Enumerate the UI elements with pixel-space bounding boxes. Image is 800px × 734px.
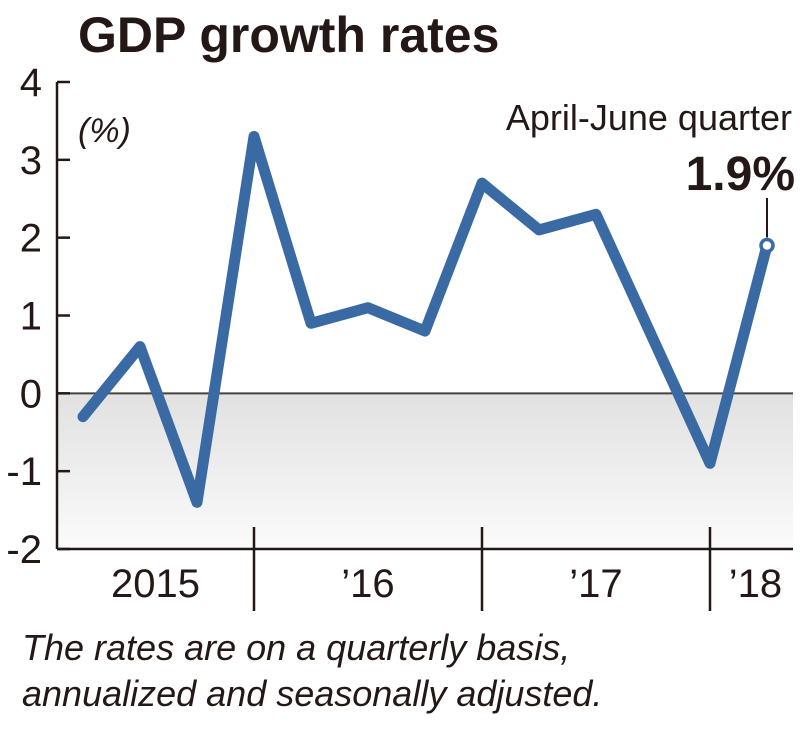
data-point (595, 213, 597, 216)
x-year-label: ’18 (729, 562, 782, 606)
data-point (310, 322, 312, 325)
data-point (253, 135, 255, 138)
data-point (196, 501, 198, 504)
data-point (709, 462, 711, 465)
y-tick-label: 2 (20, 217, 42, 261)
annotation-label: April-June quarter (506, 97, 792, 138)
x-year-label: ’17 (569, 562, 622, 606)
data-point (652, 337, 654, 340)
data-point (481, 182, 483, 185)
footnote-line-2: annualized and seasonally adjusted. (22, 673, 602, 714)
negative-region (57, 393, 793, 549)
x-axis-year-groups: 2015 ’16 ’17 ’18 (111, 527, 782, 611)
data-point (424, 330, 426, 333)
data-point (82, 415, 84, 418)
annotation-value: 1.9% (686, 148, 795, 201)
annotation: April-June quarter 1.9% (506, 97, 795, 254)
x-year-label: ’16 (341, 562, 394, 606)
y-tick-label: 1 (20, 295, 42, 339)
footnote-line-1: The rates are on a quarterly basis, (22, 627, 570, 668)
y-tick-label: -2 (6, 528, 42, 572)
y-axis-unit-label: (%) (78, 112, 131, 150)
y-tick-label: -1 (6, 450, 42, 494)
series-layer (77, 130, 773, 508)
data-point (538, 228, 540, 231)
y-tick-label: 4 (20, 61, 42, 105)
y-tick-label: 0 (20, 372, 42, 416)
data-point (139, 345, 141, 348)
y-axis-ticks: 4 3 2 1 0 -1 -2 (6, 61, 70, 572)
negative-region-shading (57, 393, 793, 549)
annotation-marker (759, 237, 775, 254)
y-tick-label: 3 (20, 139, 42, 183)
data-point (367, 306, 369, 309)
x-year-label: 2015 (111, 562, 200, 606)
chart-title: GDP growth rates (78, 7, 499, 63)
